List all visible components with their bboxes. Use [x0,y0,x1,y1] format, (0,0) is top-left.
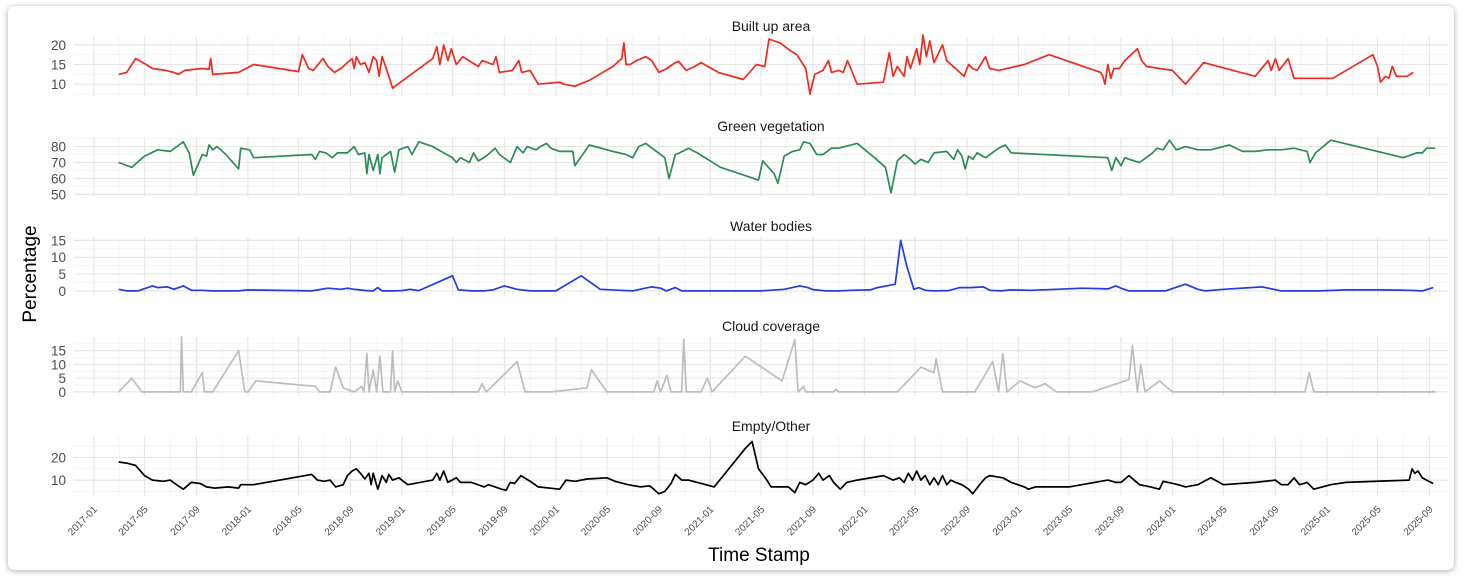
x-tick-label: 2021-09 [785,504,819,538]
x-tick-label: 2023-01 [991,504,1025,538]
x-tick-label: 2025-09 [1402,504,1436,538]
panel-title-empty-other: Empty/Other [732,418,811,434]
y-tick-label: 60 [51,171,66,186]
x-tick-label: 2023-05 [1041,504,1075,538]
y-tick-label: 20 [51,38,66,53]
y-tick-label: 70 [51,156,66,171]
y-tick-label: 10 [51,250,66,265]
x-tick-label: 2018-01 [220,504,254,538]
x-tick-label: 2019-09 [477,504,511,538]
y-tick-label: 5 [58,371,66,386]
x-tick-label: 2024-05 [1196,504,1230,538]
y-tick-label: 50 [51,187,66,202]
series-line-empty-other [118,440,1434,495]
x-tick-label: 2025-05 [1350,504,1384,538]
x-tick-label: 2017-09 [169,504,203,538]
x-tick-label: 2020-01 [528,504,562,538]
panel-title-built-up-area: Built up area [732,18,811,34]
x-tick-label: 2018-05 [271,504,305,538]
y-tick-label: 15 [51,58,66,73]
x-tick-label: 2022-01 [837,504,871,538]
x-tick-label: 2023-09 [1093,504,1127,538]
y-tick-label: 10 [51,357,66,372]
x-tick-label: 2024-01 [1145,504,1179,538]
y-tick-label: 10 [51,473,66,488]
x-tick-label: 2020-09 [631,504,665,538]
y-tick-label: 10 [51,77,66,92]
y-axis-title: Percentage [20,225,41,322]
x-tick-label: 2019-05 [425,504,459,538]
series-line-green-vegetation [118,139,1436,194]
y-tick-label: 15 [51,233,66,248]
x-tick-label: 2022-05 [887,504,921,538]
series-line-built-up-area [118,34,1414,95]
y-tick-label: 0 [58,284,66,299]
panel-title-green-vegetation: Green vegetation [717,118,824,134]
x-tick-label: 2018-09 [323,504,357,538]
x-tick-label: 2017-01 [66,504,100,538]
panel-title-water-bodies: Water bodies [730,218,812,234]
x-axis-title: Time Stamp [708,545,810,566]
line-layer [118,34,1436,495]
series-line-cloud-coverage [118,336,1436,393]
x-tick-label: 2017-05 [117,504,151,538]
x-tick-label: 2025-01 [1299,504,1333,538]
x-tick-label: 2021-05 [733,504,767,538]
x-tick-label: 2022-09 [939,504,973,538]
panel-title-cloud-coverage: Cloud coverage [722,318,820,334]
x-tick-label: 2020-05 [579,504,613,538]
y-tick-label: 5 [58,267,66,282]
series-line-water-bodies [118,239,1434,292]
x-tick-label: 2019-01 [374,504,408,538]
y-tick-label: 20 [51,450,66,465]
y-tick-label: 0 [58,385,66,400]
chart-frame: Built up area 10 15 20 Green vegetation 50 60 7… [8,6,1454,570]
y-tick-label: 80 [51,140,66,155]
y-tick-label: 15 [51,344,66,359]
x-tick-label: 2024-09 [1248,504,1282,538]
x-tick-label: 2021-01 [683,504,717,538]
